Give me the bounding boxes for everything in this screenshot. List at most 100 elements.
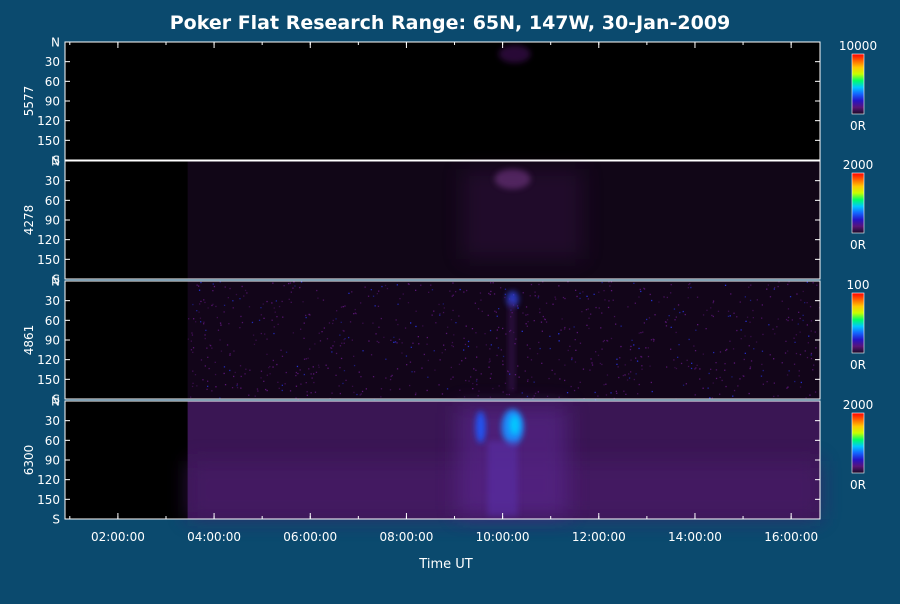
noise-speck xyxy=(463,349,465,351)
x-tick-label: 08:00:00 xyxy=(379,530,433,544)
noise-speck xyxy=(431,289,434,291)
noise-speck xyxy=(465,379,467,382)
noise-speck xyxy=(315,371,318,373)
noise-speck xyxy=(260,377,262,379)
y-tick-label: 30 xyxy=(45,294,60,308)
noise-speck xyxy=(272,359,274,362)
noise-speck xyxy=(266,338,268,340)
noise-speck xyxy=(340,321,342,323)
noise-speck xyxy=(296,365,299,368)
noise-speck xyxy=(204,334,206,336)
noise-speck xyxy=(665,321,667,323)
noise-speck xyxy=(207,380,209,382)
noise-speck xyxy=(295,397,297,399)
noise-speck xyxy=(693,345,695,347)
noise-speck xyxy=(359,394,361,396)
y-tick-label: 60 xyxy=(45,314,60,328)
noise-speck xyxy=(229,287,231,290)
noise-speck xyxy=(295,385,298,387)
noise-speck xyxy=(702,387,704,389)
y-tick-label: 90 xyxy=(45,334,60,348)
noise-speck xyxy=(774,286,776,289)
noise-speck xyxy=(415,392,417,394)
noise-speck xyxy=(748,286,750,288)
noise-speck xyxy=(647,347,649,349)
noise-speck xyxy=(628,377,631,379)
noise-speck xyxy=(240,387,242,389)
noise-speck xyxy=(670,284,672,286)
noise-speck xyxy=(697,324,699,326)
noise-speck xyxy=(489,396,492,398)
noise-speck xyxy=(687,297,689,299)
noise-speck xyxy=(489,358,491,360)
noise-speck xyxy=(595,351,597,353)
noise-speck xyxy=(809,306,812,308)
noise-speck xyxy=(263,380,265,382)
noise-speck xyxy=(532,397,534,400)
colorbar-4861: 100 0R xyxy=(847,278,870,372)
noise-speck xyxy=(777,285,779,288)
noise-speck xyxy=(702,353,704,355)
noise-speck xyxy=(725,349,727,352)
noise-speck xyxy=(748,345,750,347)
noise-speck xyxy=(191,332,193,334)
noise-speck xyxy=(289,390,292,392)
noise-speck xyxy=(631,339,633,341)
noise-speck xyxy=(802,319,804,322)
noise-speck xyxy=(497,347,500,349)
colorbar-max-label: 2000 xyxy=(843,158,874,172)
noise-speck xyxy=(330,347,332,349)
noise-speck xyxy=(374,305,376,307)
x-tick-label: 04:00:00 xyxy=(187,530,241,544)
panel-label: 4278 xyxy=(22,205,36,236)
noise-speck xyxy=(708,372,710,375)
noise-speck xyxy=(645,347,647,349)
noise-speck xyxy=(641,356,643,358)
noise-speck xyxy=(489,293,491,296)
noise-speck xyxy=(654,314,656,316)
noise-speck xyxy=(587,308,589,310)
noise-speck xyxy=(214,373,217,376)
noise-speck xyxy=(490,344,492,346)
noise-speck xyxy=(248,394,250,396)
noise-speck xyxy=(805,397,807,399)
noise-speck xyxy=(608,300,610,302)
noise-speck xyxy=(204,365,206,367)
noise-speck xyxy=(564,364,566,366)
noise-speck xyxy=(551,369,553,371)
noise-speck xyxy=(423,353,425,356)
noise-speck xyxy=(439,359,441,361)
noise-speck xyxy=(694,368,696,370)
noise-speck xyxy=(640,332,642,334)
noise-speck xyxy=(574,339,576,341)
noise-speck xyxy=(599,362,601,365)
noise-speck xyxy=(212,283,214,285)
noise-speck xyxy=(533,320,535,322)
noise-speck xyxy=(680,362,683,365)
noise-speck xyxy=(254,395,256,397)
noise-speck xyxy=(345,379,347,381)
noise-speck xyxy=(240,315,242,318)
noise-speck xyxy=(258,319,261,321)
noise-speck xyxy=(638,296,640,298)
noise-speck xyxy=(740,329,742,331)
y-tick-label: 150 xyxy=(37,253,60,267)
noise-speck xyxy=(566,392,569,394)
noise-speck xyxy=(339,334,341,336)
noise-speck xyxy=(633,282,635,284)
noise-speck xyxy=(788,281,790,283)
noise-speck xyxy=(427,359,429,362)
noise-speck xyxy=(362,350,364,352)
noise-speck xyxy=(675,316,677,318)
noise-speck xyxy=(276,363,278,366)
noise-speck xyxy=(549,335,551,337)
noise-speck xyxy=(603,384,605,386)
noise-speck xyxy=(260,370,263,372)
noise-speck xyxy=(610,290,613,292)
noise-speck xyxy=(802,290,804,293)
noise-speck xyxy=(689,282,691,285)
noise-speck xyxy=(648,317,651,319)
noise-speck xyxy=(711,314,713,317)
noise-speck xyxy=(278,305,281,308)
noise-speck xyxy=(231,387,234,389)
